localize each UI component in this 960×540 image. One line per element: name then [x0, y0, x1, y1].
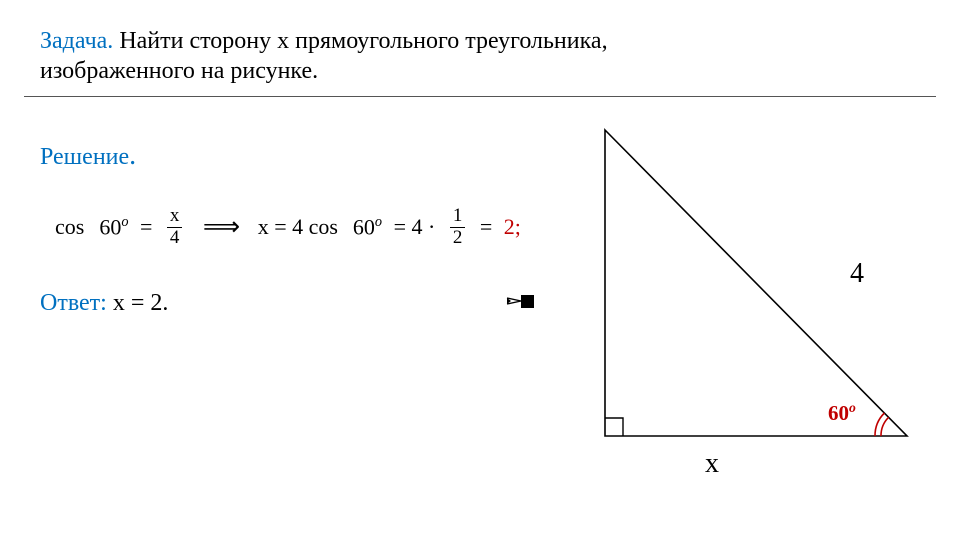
rhs-angle: 60o	[353, 214, 382, 240]
problem-text-1: Найти сторону х прямоугольного треугольн…	[113, 28, 607, 54]
solution-title-text: Решение	[40, 144, 129, 170]
hypotenuse-label: 4	[850, 258, 864, 290]
cos-label: cos	[55, 214, 84, 240]
right-angle-icon	[605, 418, 623, 436]
result-semicolon: ;	[515, 214, 521, 240]
cursor-icon	[505, 290, 539, 314]
fraction-1-over-2: 1 2	[450, 206, 466, 249]
answer-label: Ответ:	[40, 290, 107, 316]
solution-title: Решение.	[40, 140, 136, 172]
problem-line-2: изображенного на рисунке.	[40, 58, 318, 85]
cos-angle: 60o	[99, 214, 128, 240]
answer-line: Ответ: х = 2.	[40, 290, 168, 317]
angle-label: 60o	[828, 400, 856, 426]
problem-label: Задача.	[40, 28, 113, 54]
rhs-part-1: x = 4 cos	[258, 214, 338, 240]
implies-arrow: ⟹	[203, 212, 240, 242]
equals-final: =	[480, 214, 492, 240]
result-value: 2	[504, 214, 515, 240]
rhs-part-2: = 4 ·	[394, 214, 436, 240]
problem-line-1: Задача. Найти сторону х прямоугольного т…	[40, 28, 608, 55]
answer-text: х = 2.	[107, 290, 169, 316]
triangle-diagram	[565, 120, 930, 490]
base-label: х	[705, 448, 719, 480]
formula-row: cos 60o = x 4 ⟹ x = 4 cos 60o = 4 · 1 2 …	[55, 206, 521, 249]
solution-title-dot: .	[129, 140, 136, 171]
fraction-x-over-4: x 4	[167, 206, 183, 249]
horizontal-rule	[24, 96, 936, 97]
equals-1: =	[140, 214, 152, 240]
angle-arc-inner	[881, 417, 889, 436]
